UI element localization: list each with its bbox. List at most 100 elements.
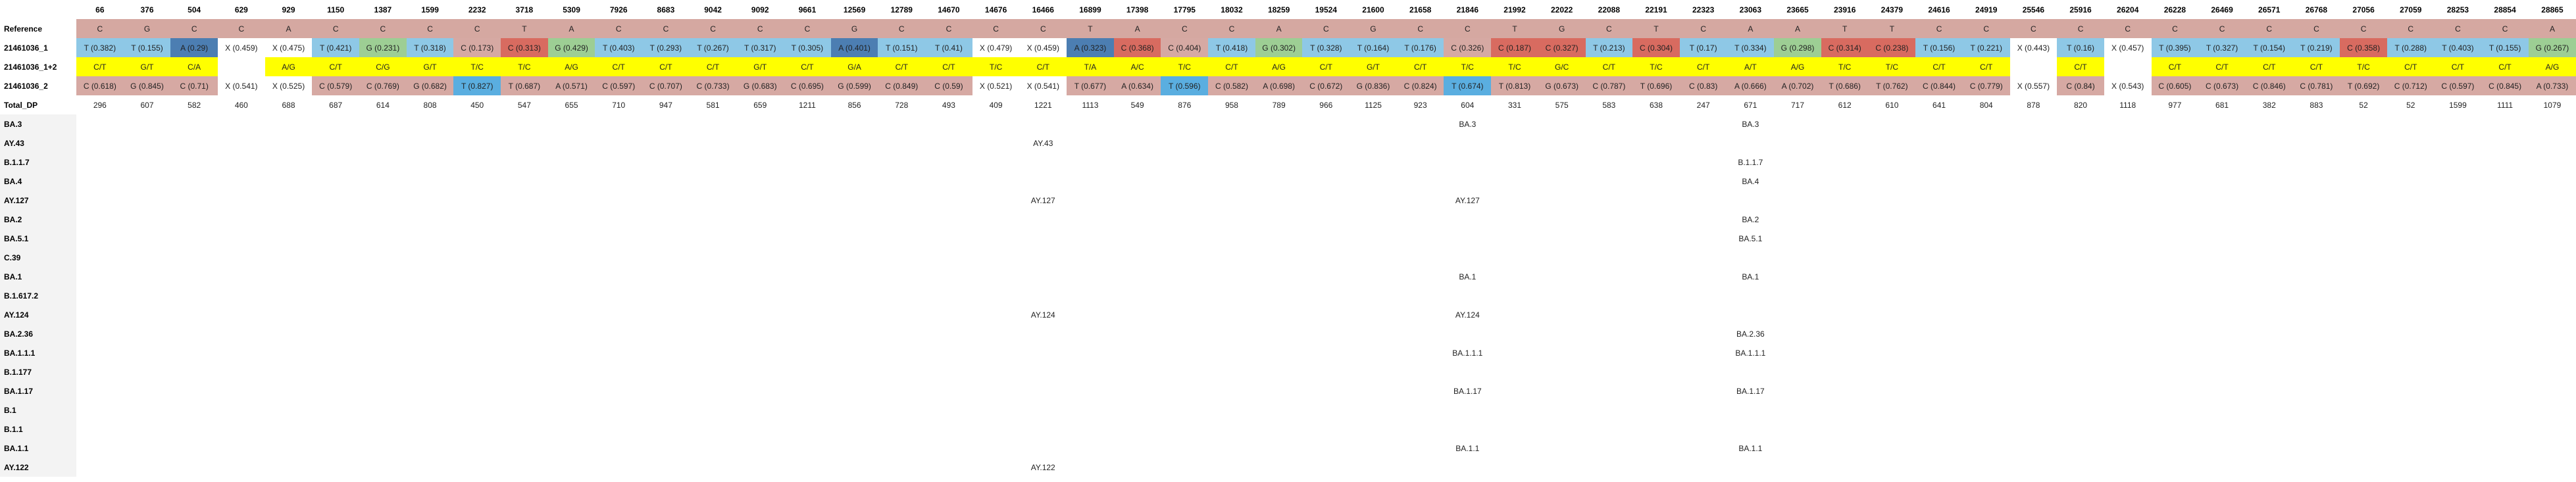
data-cell: C — [406, 19, 454, 38]
data-cell — [1963, 114, 2010, 133]
data-cell — [878, 286, 925, 305]
data-cell — [1538, 458, 1586, 477]
data-cell — [1869, 305, 1916, 324]
data-cell: C — [2387, 19, 2435, 38]
lineage-row: BA.2 BA.2 — [0, 210, 2576, 229]
data-cell — [2529, 458, 2576, 477]
data-cell — [1774, 439, 1821, 458]
data-cell — [736, 191, 784, 210]
data-cell — [1019, 324, 1067, 343]
data-cell — [2529, 210, 2576, 229]
data-cell: 671 — [1744, 100, 1757, 110]
data-cell — [2340, 439, 2387, 458]
data-cell — [1538, 210, 1586, 229]
data-cell — [1680, 267, 1727, 286]
data-cell: 947 — [659, 100, 672, 110]
data-cell — [2010, 153, 2058, 172]
data-cell: T (0.154) — [2245, 38, 2293, 57]
data-cell — [595, 153, 642, 172]
data-cell — [548, 458, 595, 477]
data-cell — [170, 324, 218, 343]
position-header: 26768 — [2305, 5, 2328, 14]
data-cell — [784, 286, 831, 305]
data-cell — [1444, 400, 1491, 420]
sample-1-row: 21461036_1 T (0.382) T (0.155) A (0.29) X (0… — [0, 38, 2576, 57]
data-cell: T (0.696) — [1632, 76, 1680, 95]
data-cell — [265, 420, 313, 439]
data-cell — [1161, 420, 1208, 439]
data-cell — [218, 305, 265, 324]
data-cell — [2198, 381, 2246, 400]
data-cell — [548, 286, 595, 305]
data-cell — [1774, 381, 1821, 400]
data-cell — [2152, 381, 2199, 400]
data-cell — [2293, 229, 2340, 248]
data-cell — [1114, 153, 1161, 172]
data-cell — [1114, 286, 1161, 305]
data-cell — [407, 362, 454, 381]
data-cell: T (0.762) — [1868, 76, 1916, 95]
data-cell — [312, 191, 359, 210]
data-cell — [2198, 343, 2246, 362]
data-cell — [1255, 114, 1303, 133]
data-cell — [784, 400, 831, 420]
data-cell — [784, 420, 831, 439]
data-cell — [2198, 324, 2246, 343]
data-cell — [170, 420, 218, 439]
data-cell — [642, 210, 690, 229]
data-cell — [124, 324, 171, 343]
data-cell: C (0.707) — [642, 76, 690, 95]
data-cell: C/T — [689, 57, 737, 76]
data-cell — [1632, 114, 1680, 133]
data-cell — [1915, 172, 1963, 191]
data-cell — [1680, 153, 1727, 172]
data-cell: C (0.582) — [1208, 76, 1255, 95]
data-cell — [1821, 305, 1869, 324]
data-cell: C (0.845) — [2481, 76, 2529, 95]
data-cell — [312, 153, 359, 172]
data-cell — [1350, 324, 1397, 343]
data-cell: C — [2104, 19, 2152, 38]
data-cell — [1255, 153, 1303, 172]
data-cell: T (0.151) — [878, 38, 926, 57]
data-cell — [1444, 210, 1491, 229]
data-cell: G/T — [123, 57, 171, 76]
data-cell — [407, 324, 454, 343]
data-cell — [218, 286, 265, 305]
data-cell: 607 — [140, 100, 154, 110]
data-cell — [218, 191, 265, 210]
data-cell — [1161, 191, 1208, 210]
data-cell — [359, 362, 407, 381]
data-cell — [359, 343, 407, 362]
data-cell: T — [1821, 19, 1869, 38]
data-cell — [1161, 458, 1208, 477]
data-cell — [453, 439, 501, 458]
data-cell — [2387, 381, 2435, 400]
data-cell — [1208, 267, 1255, 286]
data-cell — [1491, 229, 1538, 248]
data-cell — [1869, 229, 1916, 248]
data-cell: 1125 — [1365, 100, 1382, 110]
data-cell — [1397, 229, 1444, 248]
reference-row: Reference C G C C A C C C C T A C C C C C G C C C C T A C C A C G C C T… — [0, 19, 2576, 38]
data-cell — [359, 133, 407, 153]
data-cell — [312, 248, 359, 267]
data-cell — [2529, 381, 2576, 400]
data-cell — [595, 458, 642, 477]
data-cell — [265, 210, 313, 229]
data-cell — [642, 458, 690, 477]
data-cell — [690, 133, 737, 153]
data-cell — [407, 458, 454, 477]
data-cell: C (0.326) — [1444, 38, 1492, 57]
data-cell — [1161, 133, 1208, 153]
data-cell — [2010, 420, 2058, 439]
data-cell — [2387, 420, 2435, 439]
data-cell — [1350, 210, 1397, 229]
data-cell — [1680, 439, 1727, 458]
data-cell — [453, 133, 501, 153]
data-cell: 1599 — [2449, 100, 2467, 110]
data-cell — [76, 381, 124, 400]
data-cell — [878, 400, 925, 420]
corner-cell — [0, 0, 76, 19]
lineage-row: BA.4 BA.4 — [0, 172, 2576, 191]
